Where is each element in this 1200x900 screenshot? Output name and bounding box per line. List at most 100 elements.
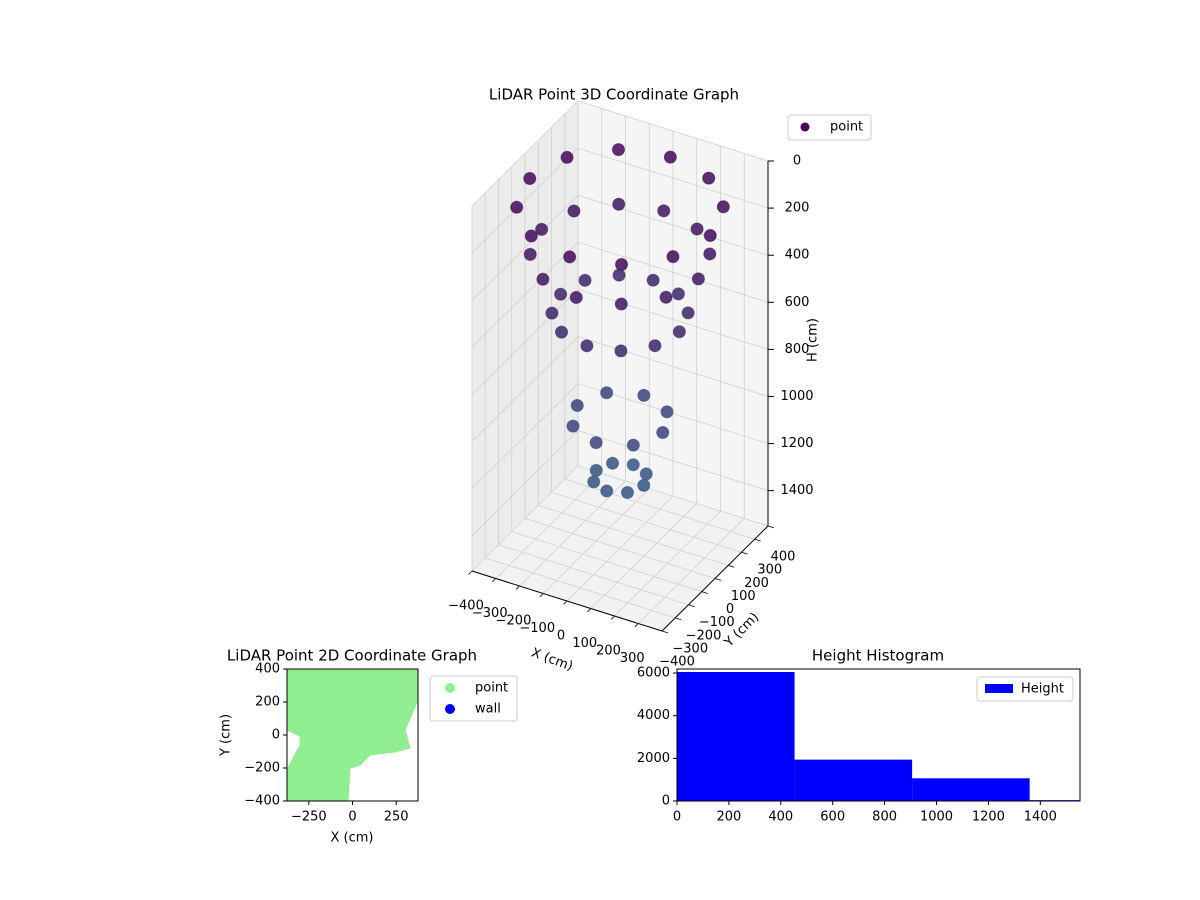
grid-line bbox=[471, 100, 579, 207]
legend-box bbox=[429, 675, 518, 722]
y-tick-label: 300 bbox=[757, 563, 782, 578]
point bbox=[554, 287, 568, 301]
grid-line bbox=[577, 194, 769, 256]
tick-mark bbox=[714, 578, 722, 581]
tick-mark bbox=[701, 591, 708, 594]
point bbox=[600, 484, 614, 498]
bar bbox=[794, 759, 913, 801]
tick-mark bbox=[728, 564, 735, 568]
point bbox=[535, 222, 549, 236]
grid-line bbox=[471, 289, 579, 395]
grid-line bbox=[471, 242, 579, 348]
legend-box bbox=[976, 676, 1074, 702]
grid-line bbox=[577, 336, 769, 397]
y-tick-label: 2000 bbox=[637, 751, 670, 766]
tick-mark bbox=[539, 593, 544, 598]
grid-line bbox=[577, 430, 769, 492]
z-tick-label: 200 bbox=[785, 201, 810, 216]
point bbox=[663, 150, 677, 164]
point bbox=[570, 398, 584, 412]
y-axis-label: Y (cm) bbox=[219, 714, 234, 757]
point bbox=[523, 172, 537, 186]
y-tick-label: 200 bbox=[255, 695, 280, 710]
grid-line bbox=[471, 430, 579, 536]
point bbox=[614, 297, 628, 311]
point bbox=[648, 339, 662, 353]
grid-line bbox=[551, 491, 742, 553]
point bbox=[578, 273, 592, 287]
tick-mark bbox=[468, 570, 473, 575]
point-region bbox=[287, 669, 418, 801]
bar bbox=[677, 671, 795, 801]
plot-2d: point wall −250 0 250 −400 −200 0 200 400 bbox=[244, 662, 518, 825]
point bbox=[659, 290, 673, 304]
x-tick-label: 250 bbox=[384, 810, 409, 825]
x-tick-label: 800 bbox=[872, 810, 897, 825]
tick-mark bbox=[563, 600, 568, 605]
x-tick-label: 0 bbox=[673, 810, 681, 825]
tick-mark bbox=[675, 617, 682, 621]
point bbox=[589, 436, 603, 450]
point bbox=[612, 197, 626, 211]
legend-label: wall bbox=[475, 702, 501, 717]
y-tick-label: 4000 bbox=[637, 708, 670, 723]
grid-line bbox=[471, 194, 579, 301]
grid-line bbox=[538, 504, 729, 566]
point bbox=[626, 458, 640, 472]
x-tick-label: 300 bbox=[620, 651, 645, 666]
legend-label: Height bbox=[1021, 682, 1064, 697]
x-tick-label: −300 bbox=[472, 606, 508, 621]
legend-box bbox=[787, 114, 872, 141]
point bbox=[563, 250, 577, 264]
y-tick-label: 0 bbox=[272, 728, 280, 743]
x-tick-label: −100 bbox=[519, 621, 555, 636]
axis-line bbox=[471, 570, 663, 632]
y-tick-label: 400 bbox=[255, 662, 280, 677]
x-tick-label: 400 bbox=[768, 810, 793, 825]
point bbox=[567, 204, 581, 218]
y-tick-label: −400 bbox=[244, 794, 280, 809]
x-tick-label: 1000 bbox=[920, 810, 953, 825]
tick-mark bbox=[754, 538, 761, 542]
point bbox=[626, 438, 640, 452]
point bbox=[691, 272, 705, 286]
z-tick-label: 800 bbox=[785, 342, 810, 357]
x-tick-label: 1400 bbox=[1024, 810, 1057, 825]
legend-label: point bbox=[475, 681, 508, 696]
point bbox=[716, 200, 730, 214]
y-tick-label: 200 bbox=[744, 576, 769, 591]
point bbox=[566, 419, 580, 433]
point bbox=[614, 344, 628, 358]
grid-line bbox=[577, 147, 769, 209]
point bbox=[703, 229, 717, 243]
point bbox=[612, 268, 626, 282]
point bbox=[671, 287, 685, 301]
y-tick-label: 400 bbox=[771, 550, 796, 565]
point bbox=[672, 325, 686, 339]
point bbox=[666, 250, 680, 264]
y-tick-label: −400 bbox=[659, 655, 695, 670]
legend-marker bbox=[445, 683, 455, 693]
point bbox=[523, 247, 537, 261]
grid-line bbox=[577, 465, 769, 527]
tick-mark bbox=[587, 608, 592, 613]
x-tick-label: −200 bbox=[496, 614, 532, 629]
point bbox=[703, 247, 717, 261]
grid-line bbox=[471, 383, 579, 489]
point bbox=[615, 257, 629, 271]
tick-mark bbox=[515, 585, 520, 590]
x-tick-label: 1200 bbox=[972, 810, 1005, 825]
plot-area bbox=[677, 671, 1080, 801]
x-tick-label: 0 bbox=[557, 629, 565, 644]
grid-line bbox=[577, 241, 769, 303]
point bbox=[637, 388, 651, 402]
chart-title: Height Histogram bbox=[812, 647, 944, 665]
point bbox=[620, 485, 634, 499]
tick-mark bbox=[634, 623, 639, 628]
point bbox=[657, 204, 671, 218]
y-tick-label: 6000 bbox=[637, 666, 670, 681]
x-tick-label: 200 bbox=[596, 644, 621, 659]
